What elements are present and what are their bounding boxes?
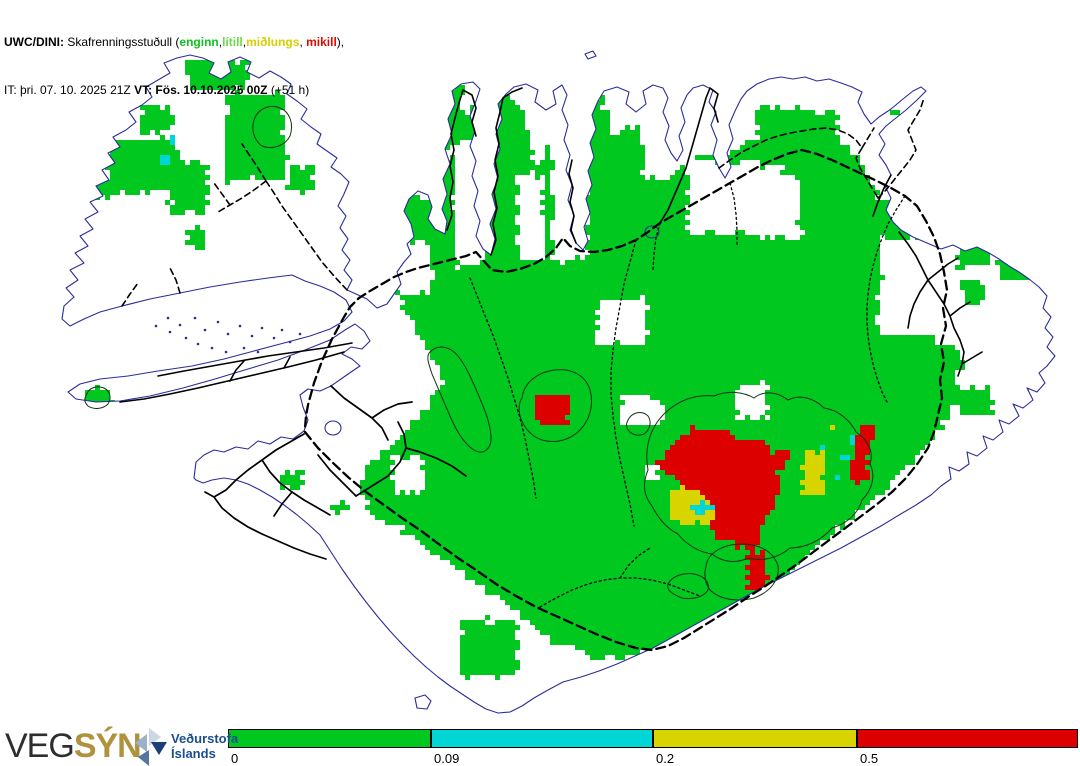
header-line2: IT: þri. 07. 10. 2025 21Z VT: Fös. 10.10… bbox=[4, 82, 344, 98]
glacier-langjokull bbox=[427, 346, 492, 453]
track-fjallabak bbox=[539, 547, 701, 608]
track-east-highland bbox=[652, 182, 906, 405]
glacier-vatnajokull bbox=[644, 391, 874, 562]
road-husavik bbox=[659, 87, 719, 224]
vegsyn-suffix: SÝN bbox=[73, 727, 142, 765]
forecast-lead: (+51 h) bbox=[270, 83, 310, 97]
road-snaefellsnes bbox=[119, 342, 353, 403]
valid-time: VT: Fös. 10.10.2025 00Z bbox=[134, 83, 271, 97]
legend-tick-0.5: 0.5 bbox=[860, 751, 879, 766]
track-kjolur bbox=[469, 277, 537, 499]
road-southwest bbox=[330, 385, 467, 497]
glacier-hofsjokull bbox=[518, 369, 593, 443]
road-ring-route1 bbox=[303, 148, 949, 652]
island-grimsey bbox=[584, 50, 597, 60]
legend-tick-0: 0 bbox=[231, 751, 239, 766]
legend-seg-0.09 bbox=[431, 729, 653, 748]
met-office-name: Veðurstofa Íslands bbox=[171, 731, 238, 761]
paren-open: ( bbox=[175, 35, 180, 49]
road-skagi bbox=[446, 89, 477, 231]
glacier-outlines bbox=[84, 106, 874, 601]
level-3: miðlungs bbox=[246, 35, 300, 49]
legend-seg-0.2 bbox=[653, 729, 857, 748]
glacier-eyjafjallajokull bbox=[667, 573, 709, 600]
header-line1: UWC/DINI: Skafrenningsstuðull (enginn,lí… bbox=[4, 34, 344, 50]
road-melrakkasletta bbox=[718, 127, 879, 199]
paren-close: ), bbox=[336, 35, 345, 49]
coastline bbox=[61, 50, 1056, 714]
road-eastfjords bbox=[872, 174, 983, 377]
breidafjordur-islets bbox=[154, 316, 302, 354]
track-sprengisandur bbox=[610, 239, 637, 527]
glacier-tungnafellsjokull bbox=[626, 412, 651, 436]
legend-tick-0.2: 0.2 bbox=[656, 751, 675, 766]
lake-thingvallavatn bbox=[324, 420, 342, 436]
header: UWC/DINI: Skafrenningsstuðull (enginn,lí… bbox=[4, 2, 344, 114]
road-network bbox=[119, 87, 983, 652]
met-office-line1: Veðurstofa bbox=[171, 731, 239, 746]
product-code: UWC/DINI: bbox=[4, 35, 64, 49]
island-vestmannaeyjar bbox=[414, 694, 432, 710]
level-4: mikill bbox=[306, 35, 337, 49]
legend-seg-0.5 bbox=[857, 729, 1078, 748]
legend-seg-0 bbox=[228, 729, 431, 748]
level-1: enginn bbox=[179, 35, 219, 49]
road-langanes bbox=[877, 97, 925, 199]
lake-myvatn bbox=[644, 225, 660, 239]
vegsyn-logo: VEGSÝN bbox=[5, 726, 142, 766]
road-reykjanes bbox=[204, 433, 357, 560]
met-office-line2: Íslands bbox=[171, 746, 216, 761]
vegsyn-prefix: VEG bbox=[5, 727, 75, 765]
init-time: IT: þri. 07. 10. 2025 21Z bbox=[4, 83, 135, 97]
road-trollaskagi bbox=[490, 87, 577, 256]
glacier-drangajokull bbox=[252, 106, 293, 149]
parameter-name: Skafrenningsstuðull bbox=[64, 35, 176, 49]
glacier-snaefellsjokull bbox=[84, 386, 111, 409]
header-levels: enginn,lítill,miðlungs, mikill bbox=[179, 35, 337, 49]
road-westfjords bbox=[121, 143, 348, 307]
level-2: lítill bbox=[222, 35, 243, 49]
legend-tick-0.09: 0.09 bbox=[434, 751, 460, 766]
met-office-pinwheel-icon bbox=[135, 728, 167, 766]
